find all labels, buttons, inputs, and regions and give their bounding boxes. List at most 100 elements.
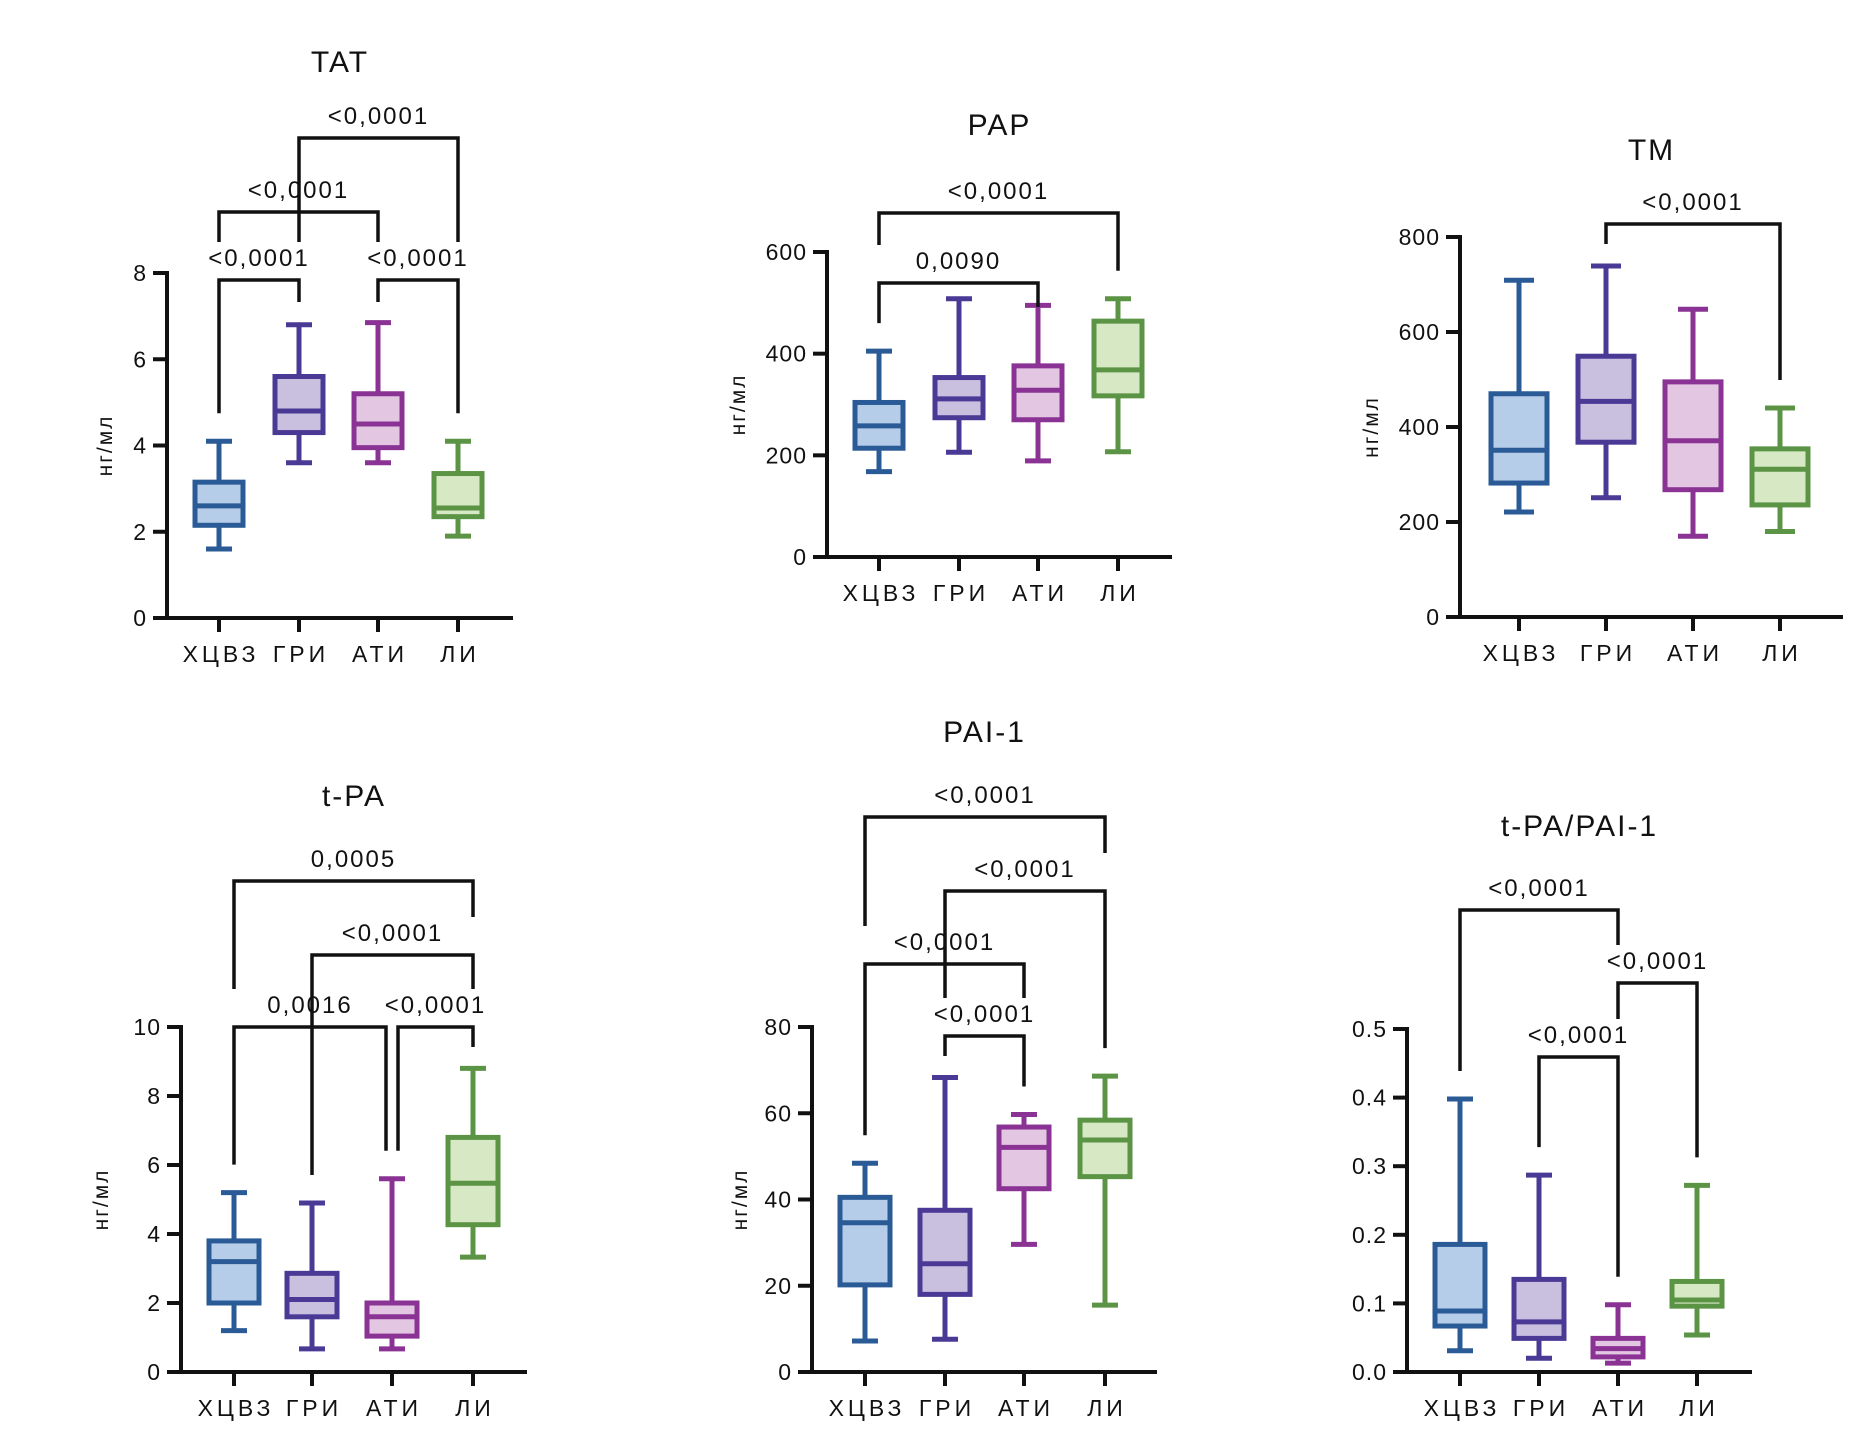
- y-axis-label: нг/мл: [729, 1169, 752, 1231]
- y-tick-label: 2: [133, 519, 147, 545]
- x-tick-label: ГРИ: [1513, 1395, 1569, 1421]
- box-2: [932, 296, 986, 455]
- box-2: [917, 1074, 973, 1342]
- y-axis-label: нг/мл: [90, 1169, 113, 1231]
- significance-bracket: [376, 278, 460, 414]
- chart-tm: TM нг/мл 0 200 400 600 800 ХЦВЗ ГРИ АТИ ЛИ <0,0001: [1360, 134, 1843, 666]
- box-3: [1590, 1302, 1646, 1366]
- significance-bracket: [310, 953, 475, 1175]
- iqr-box: [1077, 1117, 1133, 1180]
- y-tick-label: 40: [764, 1187, 792, 1213]
- iqr-box: [1488, 391, 1550, 486]
- box-1: [1432, 1096, 1488, 1354]
- significance-bracket: [943, 889, 1107, 1049]
- chart-title: TM: [1628, 134, 1675, 167]
- y-axis-label: нг/мл: [727, 374, 750, 436]
- y-tick-label: 20: [764, 1273, 792, 1299]
- x-tick-label: ХЦВЗ: [843, 580, 920, 606]
- box-4: [1669, 1182, 1725, 1338]
- y-tick-label: 10: [133, 1014, 161, 1040]
- significance-bracket: [232, 1025, 388, 1165]
- box-1: [192, 438, 246, 552]
- p-value-label: 0,0016: [267, 992, 352, 1019]
- x-tick-label: ГРИ: [919, 1395, 975, 1421]
- x-tick-label: АТИ: [1667, 640, 1723, 666]
- iqr-box: [917, 1207, 973, 1297]
- p-value-label: <0,0001: [1642, 189, 1743, 216]
- iqr-box: [1662, 379, 1724, 493]
- chart-pai-1: PAI-1 нг/мл 0 20 40 60 80 ХЦВЗ ГРИ АТИ ЛИ <0,0001 <0…: [729, 716, 1157, 1421]
- significance-bracket: [217, 278, 301, 414]
- y-tick-label: 0.5: [1352, 1016, 1387, 1042]
- box-1: [206, 1190, 262, 1334]
- chart-title: PAP: [968, 109, 1032, 142]
- p-value-label: <0,0001: [367, 245, 468, 272]
- p-value-label: <0,0001: [974, 856, 1075, 883]
- x-tick-label: ХЦВЗ: [1424, 1395, 1501, 1421]
- iqr-box: [284, 1270, 340, 1320]
- p-value-label: <0,0001: [948, 178, 1049, 205]
- box-3: [1011, 302, 1065, 464]
- y-tick-label: 2: [147, 1290, 161, 1316]
- iqr-box: [1091, 318, 1145, 399]
- x-tick-label: ХЦВЗ: [829, 1395, 906, 1421]
- chart-t-pa: t-PA нг/мл 0 2 4 6 8 10 ХЦВЗ ГРИ АТИ ЛИ 0,0016 <0,000…: [90, 780, 527, 1421]
- box-4: [431, 438, 485, 539]
- p-value-label: <0,0001: [1488, 875, 1589, 902]
- y-axis-label: нг/мл: [1360, 396, 1383, 458]
- box-4: [445, 1065, 501, 1260]
- significance-bracket: [1604, 222, 1782, 380]
- box-2: [1511, 1172, 1567, 1361]
- y-tick-label: 800: [1399, 224, 1440, 250]
- p-value-label: 0,0005: [311, 846, 396, 873]
- significance-bracket: [1458, 908, 1620, 1071]
- y-tick-label: 600: [1399, 319, 1440, 345]
- y-tick-label: 0.2: [1352, 1222, 1387, 1248]
- box-2: [1575, 263, 1637, 501]
- y-tick-label: 200: [1399, 509, 1440, 535]
- box-4: [1749, 405, 1811, 534]
- y-tick-label: 0.1: [1352, 1290, 1387, 1316]
- box-4: [1077, 1073, 1133, 1308]
- significance-bracket: [877, 211, 1120, 271]
- y-tick-label: 8: [133, 260, 147, 286]
- x-tick-label: ЛИ: [440, 641, 480, 667]
- y-tick-label: 600: [766, 239, 807, 265]
- chart-title: PAI-1: [943, 716, 1026, 749]
- iqr-box: [351, 391, 405, 451]
- y-tick-label: 0.0: [1352, 1359, 1387, 1385]
- iqr-box: [1432, 1241, 1488, 1329]
- significance-bracket: [396, 1025, 475, 1151]
- iqr-box: [272, 374, 326, 436]
- y-tick-label: 0: [778, 1359, 792, 1385]
- y-tick-label: 0: [793, 544, 807, 570]
- x-tick-label: АТИ: [352, 641, 408, 667]
- box-1: [837, 1160, 893, 1344]
- y-tick-label: 0.3: [1352, 1153, 1387, 1179]
- x-tick-label: АТИ: [998, 1395, 1054, 1421]
- p-value-label: <0,0001: [208, 245, 309, 272]
- y-tick-label: 8: [147, 1083, 161, 1109]
- y-tick-label: 6: [147, 1152, 161, 1178]
- x-tick-label: АТИ: [1012, 580, 1068, 606]
- box-2: [284, 1200, 340, 1352]
- box-4: [1091, 296, 1145, 455]
- y-tick-label: 4: [133, 433, 147, 459]
- y-tick-label: 6: [133, 346, 147, 372]
- x-tick-label: ЛИ: [1679, 1395, 1719, 1421]
- box-1: [852, 348, 906, 475]
- significance-bracket: [943, 1034, 1026, 1087]
- x-tick-label: ЛИ: [1100, 580, 1140, 606]
- box-3: [996, 1112, 1052, 1247]
- chart-t-pa-pai-1-ratio: t-PA/PAI-1 0.0 0.1 0.2 0.3 0.4 0.5 ХЦВЗ ГРИ АТИ ЛИ…: [1352, 810, 1752, 1421]
- chart-title: t-PA: [322, 780, 386, 813]
- significance-bracket: [1537, 1055, 1620, 1277]
- chart-pap: PAP нг/мл 0 200 400 600 ХЦВЗ ГРИ АТИ ЛИ 0,0090 <0,0…: [727, 109, 1172, 606]
- p-value-label: <0,0001: [1528, 1022, 1629, 1049]
- x-tick-label: ХЦВЗ: [198, 1395, 275, 1421]
- y-tick-label: 4: [147, 1221, 161, 1247]
- significance-bracket: [1616, 981, 1699, 1158]
- p-value-label: <0,0001: [385, 992, 486, 1019]
- box-2: [272, 322, 326, 466]
